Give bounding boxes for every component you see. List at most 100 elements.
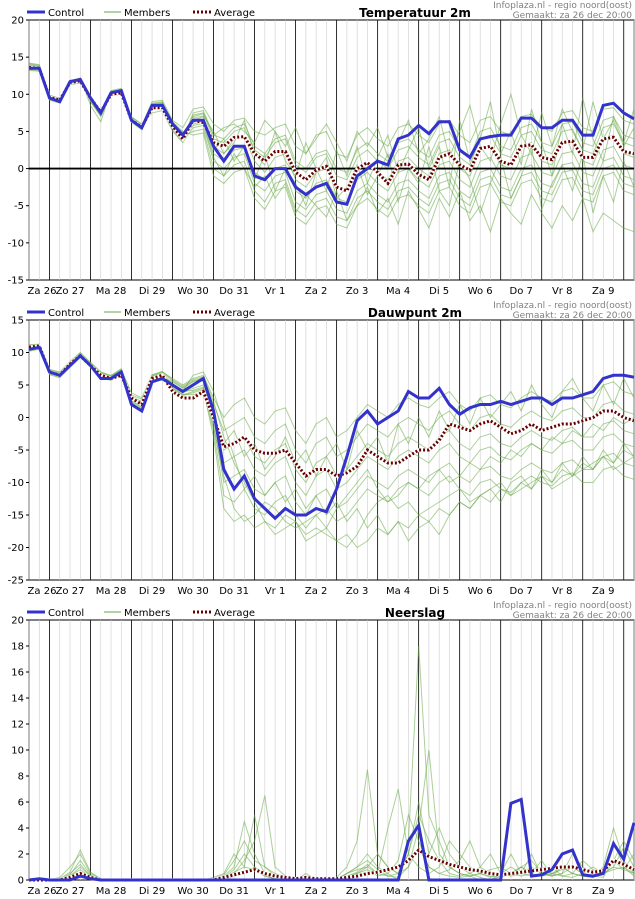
x-day-label: Di 29 [139,286,165,297]
y-tick-label: 2 [18,850,24,861]
y-tick-label: 6 [18,798,24,809]
legend-label-average: Average [214,608,255,619]
chart-title: Dauwpunt 2m [368,306,462,320]
y-tick-label: 4 [18,824,24,835]
legend: Control Members Average [27,8,255,19]
x-day-label: Do 31 [219,286,249,297]
legend-label-members: Members [124,608,170,619]
plot-area [28,19,635,281]
x-day-label: Za 9 [592,886,615,897]
x-day-label: Do 7 [510,286,533,297]
x-day-label: Zo 27 [56,286,85,297]
x-day-label: Zo 27 [56,886,85,897]
control-line [28,345,635,521]
source-line-2: Gemaakt: za 26 dec 20:00 [513,11,633,21]
y-tick-label: 8 [18,772,24,783]
y-tick-label: 0 [18,164,24,175]
x-day-label: Vr 1 [265,286,286,297]
chart-panel-1: -25 -20 -15 -10 -5 0 5 10 15 Za 26 Zo 27 Ma 28 Di 29… [8,301,635,597]
x-day-label: Ma 28 [96,886,127,897]
source-line-1: Infoplaza.nl - regio noord(oost) [493,301,632,311]
y-tick-label: 5 [18,127,24,138]
y-tick-label: -5 [14,201,24,212]
x-day-label: Vr 8 [552,586,573,597]
x-day-label: Wo 6 [468,286,493,297]
x-day-label: Ma 4 [386,586,410,597]
y-tick-label: 15 [11,53,24,64]
legend-label-average: Average [214,8,255,19]
legend-label-control: Control [48,308,84,319]
x-day-label: Za 2 [305,286,328,297]
y-tick-label: 0 [18,876,24,887]
chart-title: Temperatuur 2m [359,6,471,20]
x-day-label: Za 26 [28,586,57,597]
chart-panel-0: -15 -10 -5 0 5 10 15 20 Za 26 Zo 27 Ma 28 Di 29 Wo 3… [8,1,635,297]
y-tick-label: -15 [8,511,24,522]
y-tick-label: 10 [11,90,24,101]
x-day-label: Ma 28 [96,586,127,597]
x-day-label: Wo 6 [468,886,493,897]
x-day-label: Di 5 [429,286,449,297]
x-day-label: Za 2 [305,886,328,897]
x-day-label: Za 2 [305,586,328,597]
average-line [29,848,635,882]
x-day-label: Do 31 [219,886,249,897]
x-day-label: Ma 28 [96,286,127,297]
member-line-6 [28,344,635,549]
legend-label-control: Control [48,8,84,19]
source-line-2: Gemaakt: za 26 dec 20:00 [513,611,633,621]
x-day-label: Do 31 [219,586,249,597]
x-day-label: Wo 30 [177,586,208,597]
x-day-label: Do 7 [510,886,533,897]
x-day-label: Vr 1 [265,886,286,897]
y-tick-label: 20 [11,616,24,627]
x-day-label: Wo 30 [177,886,208,897]
x-day-label: Za 26 [28,886,57,897]
x-day-label: Zo 27 [56,586,85,597]
y-tick-label: 14 [11,694,24,705]
x-day-label: Za 9 [592,586,615,597]
x-day-label: Za 9 [592,286,615,297]
y-tick-label: 20 [11,16,24,27]
x-day-label: Za 26 [28,286,57,297]
x-day-label: Di 5 [429,886,449,897]
x-day-label: Zo 3 [346,286,369,297]
legend-label-members: Members [124,8,170,19]
plot-area [28,619,635,881]
y-tick-label: 12 [11,720,24,731]
x-day-label: Zo 3 [346,586,369,597]
x-day-label: Wo 6 [468,586,493,597]
source-line-1: Infoplaza.nl - regio noord(oost) [493,1,632,11]
legend: Control Members Average [27,308,255,319]
chart-title: Neerslag [385,606,445,620]
y-tick-label: 10 [11,746,24,757]
x-day-label: Vr 8 [552,286,573,297]
legend-label-members: Members [124,308,170,319]
source-line-2: Gemaakt: za 26 dec 20:00 [513,311,633,321]
source-line-1: Infoplaza.nl - regio noord(oost) [493,601,632,611]
y-tick-label: 0 [18,413,24,424]
legend-label-average: Average [214,308,255,319]
y-tick-label: 16 [11,668,24,679]
x-day-label: Zo 3 [346,886,369,897]
x-day-label: Di 5 [429,586,449,597]
legend: Control Members Average [27,608,255,619]
y-tick-label: 15 [11,316,24,327]
x-day-label: Di 29 [139,886,165,897]
y-tick-label: 10 [11,348,24,359]
x-day-label: Vr 1 [265,586,286,597]
y-tick-label: -20 [8,543,24,554]
x-day-label: Wo 30 [177,286,208,297]
y-tick-label: -10 [8,478,24,489]
y-tick-label: 18 [11,642,24,653]
y-tick-label: -15 [8,276,24,287]
y-tick-label: -10 [8,238,24,249]
average-line [28,66,635,193]
x-day-label: Di 29 [139,586,165,597]
x-day-label: Vr 8 [552,886,573,897]
x-day-label: Ma 4 [386,286,410,297]
legend-label-control: Control [48,608,84,619]
y-tick-label: -25 [8,576,24,587]
x-day-label: Do 7 [510,586,533,597]
